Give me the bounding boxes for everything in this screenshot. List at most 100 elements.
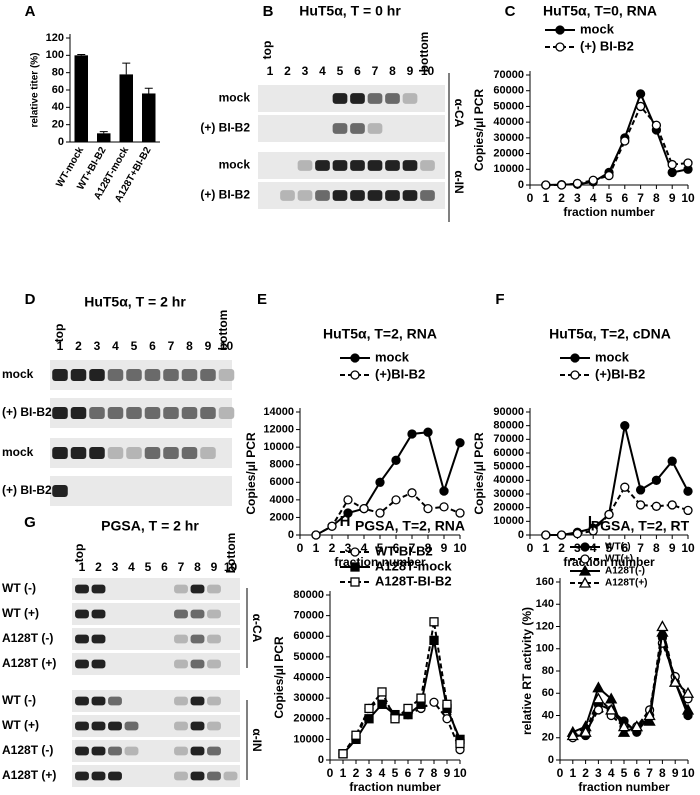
marker [350, 353, 360, 363]
error-bar [99, 131, 108, 134]
band [367, 160, 383, 171]
y-tick-label: 60000 [293, 630, 324, 642]
y-tick-label: 80000 [293, 589, 324, 601]
y-tick-label: 120 [46, 32, 64, 44]
marker [350, 577, 360, 587]
legend-label: mock [580, 21, 615, 36]
marker [350, 562, 360, 572]
y-tick-label: 0 [318, 754, 324, 766]
marker [350, 547, 360, 557]
x-tick-label: 0 [527, 191, 534, 205]
error-bar [122, 62, 131, 75]
band [190, 721, 205, 731]
band [190, 771, 205, 781]
chart-title: HuT5α, T=2, RNA [323, 326, 437, 342]
chart-title: PGSA, T=2, RT [591, 518, 690, 534]
y-tick-label: 40000 [493, 474, 524, 486]
band [91, 721, 106, 731]
legend-label: (+) BI-B2 [580, 38, 634, 53]
band [75, 746, 89, 756]
marker [630, 720, 643, 732]
x-tick-label: 7 [637, 191, 644, 205]
series-line [315, 491, 461, 536]
band [75, 584, 89, 594]
legend-label: WT(+) [605, 554, 633, 565]
y-tick-label: 60 [542, 687, 554, 699]
x-tick-label: 1 [313, 541, 320, 555]
x-tick-label: 7 [409, 541, 416, 555]
marker [580, 554, 590, 564]
band [52, 369, 68, 381]
panel-label: B [263, 3, 274, 20]
series-line [572, 626, 689, 737]
lane-number: 1 [79, 560, 86, 574]
lane-number: 2 [95, 560, 102, 574]
marker [667, 456, 677, 466]
band [89, 447, 105, 459]
band [91, 584, 106, 594]
y-tick-label: 40 [52, 101, 64, 113]
band [70, 447, 87, 459]
band [174, 771, 188, 781]
y-tick-label: 14000 [263, 406, 294, 418]
marker [635, 500, 646, 510]
y-tick-label: 140 [536, 598, 554, 610]
y-tick-label: 20000 [293, 713, 324, 725]
marker [667, 500, 677, 510]
marker [391, 455, 401, 465]
band [190, 746, 205, 756]
x-tick-label: 1 [340, 766, 347, 780]
y-axis-label: Copies/µl PCR [244, 432, 258, 515]
band [144, 447, 161, 459]
lane-number: 10 [224, 560, 238, 574]
marker [429, 617, 439, 627]
band [350, 93, 365, 104]
band [297, 190, 313, 201]
band [108, 771, 122, 781]
x-tick-label: 9 [669, 191, 676, 205]
lane-number: 2 [75, 339, 82, 353]
x-tick-label: 3 [574, 191, 581, 205]
marker [442, 699, 452, 709]
y-tick-label: 8000 [270, 459, 294, 471]
bottom-label: bottom [224, 533, 238, 574]
lane-number: 1 [57, 339, 64, 353]
x-tick-label: 8 [425, 541, 432, 555]
marker [579, 725, 592, 737]
marker [604, 509, 614, 520]
blot-title: PGSA, T = 2 hr [101, 518, 199, 534]
band [174, 746, 188, 756]
row-label: (+) BI-B2 [200, 121, 250, 135]
x-tick-label: 2 [329, 541, 336, 555]
marker [377, 687, 387, 697]
antibody-label: α-IN [452, 170, 466, 193]
marker [578, 576, 592, 588]
series-line [572, 639, 689, 739]
marker [605, 703, 618, 715]
band [126, 369, 142, 381]
y-tick-label: 20 [52, 119, 64, 131]
x-tick-label: 0 [327, 766, 334, 780]
x-tick-label: 5 [606, 541, 613, 555]
row-label: WT (+) [2, 718, 39, 732]
chart-title: HuT5α, T=0, RNA [543, 3, 657, 19]
x-tick-label: 9 [441, 541, 448, 555]
x-tick-label: 1 [542, 541, 549, 555]
marker [377, 699, 387, 709]
lane-number: 9 [407, 64, 414, 78]
band [207, 584, 221, 594]
y-tick-label: 0 [288, 529, 294, 541]
band [91, 634, 106, 644]
y-tick-label: 60000 [493, 85, 524, 97]
marker [350, 370, 360, 380]
x-tick-label: 9 [672, 766, 679, 780]
y-tick-label: 100 [536, 643, 554, 655]
marker [403, 703, 413, 714]
band [402, 190, 418, 201]
marker [555, 25, 565, 35]
series-line [545, 104, 689, 186]
legend-label: A128T(+) [605, 578, 648, 589]
bar [74, 55, 88, 143]
band [107, 407, 124, 419]
panel-label: H [340, 513, 351, 530]
